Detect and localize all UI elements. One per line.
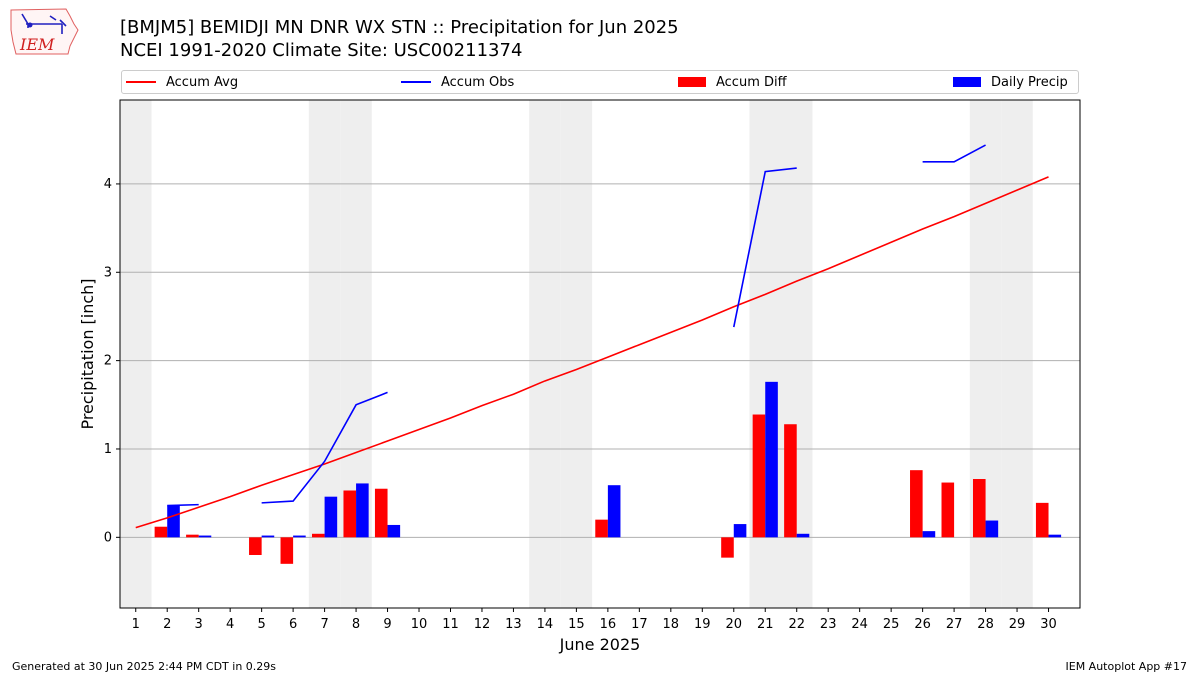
diff-bar-30: [1035, 502, 1049, 538]
x-tick-label-26: 26: [914, 617, 931, 632]
x-tick-label-3: 3: [195, 617, 203, 632]
diff-bar-21: [752, 414, 766, 538]
x-tick-label-18: 18: [663, 617, 680, 632]
weather-station-icon: [21, 13, 67, 34]
x-tick-label-7: 7: [320, 617, 328, 632]
legend-item-accum-avg: Accum Avg: [126, 71, 238, 93]
accum-obs-line-segment-2: [261, 391, 388, 504]
station-dot-icon: [27, 22, 33, 28]
legend-label-accum-avg: Accum Avg: [166, 74, 239, 90]
x-tick-label-20: 20: [725, 617, 742, 632]
diff-bar-20: [721, 537, 734, 558]
plot-frame: [119, 99, 1081, 609]
daily-bar-21: [765, 381, 778, 538]
daily-bar-9: [387, 524, 401, 538]
legend-item-accum-obs: Accum Obs: [401, 71, 514, 93]
legend-swatch-accum-obs: [401, 81, 431, 83]
y-tick-label-2: 2: [104, 354, 112, 369]
diff-bar-7: [312, 533, 325, 538]
diff-bar-28: [972, 479, 986, 538]
chart-legend: Accum Avg Accum Obs Accum Diff Daily Pre…: [121, 70, 1079, 94]
accum-avg-line-segment-1: [135, 176, 1049, 529]
daily-bar-7: [324, 496, 338, 538]
x-tick-label-19: 19: [694, 617, 711, 632]
x-tick-label-28: 28: [977, 617, 994, 632]
x-tick-label-14: 14: [537, 617, 554, 632]
legend-swatch-accum-diff: [678, 77, 706, 87]
daily-bar-6: [293, 535, 306, 538]
daily-bar-26: [922, 531, 936, 538]
x-tick-label-23: 23: [820, 617, 837, 632]
daily-bar-20: [733, 524, 747, 538]
weekend-band-1: [120, 100, 152, 608]
x-tick-label-29: 29: [1009, 617, 1026, 632]
x-tick-label-12: 12: [474, 617, 491, 632]
iem-logo: IEM: [10, 8, 79, 55]
legend-swatch-daily-precip: [953, 77, 981, 87]
x-tick-label-2: 2: [163, 617, 171, 632]
legend-swatch-accum-avg: [126, 81, 156, 83]
x-tick-label-4: 4: [226, 617, 234, 632]
legend-label-daily-precip: Daily Precip: [991, 74, 1068, 90]
diff-bar-9: [374, 488, 388, 538]
x-tick-label-13: 13: [505, 617, 522, 632]
daily-bar-16: [607, 485, 621, 538]
x-tick-label-16: 16: [600, 617, 617, 632]
legend-label-accum-obs: Accum Obs: [441, 74, 515, 90]
x-tick-label-27: 27: [946, 617, 963, 632]
daily-bar-30: [1048, 534, 1062, 538]
x-axis-label: June 2025: [559, 635, 641, 654]
diff-bar-3: [186, 534, 199, 538]
x-tick-label-17: 17: [631, 617, 648, 632]
legend-item-daily-precip: Daily Precip: [953, 71, 1068, 93]
y-tick-label-0: 0: [104, 530, 112, 545]
chart-subtitle: NCEI 1991-2020 Climate Site: USC00211374: [120, 40, 523, 61]
x-tick-label-1: 1: [132, 617, 140, 632]
daily-bar-2: [167, 505, 180, 538]
generated-timestamp: Generated at 30 Jun 2025 2:44 PM CDT in …: [12, 660, 277, 673]
y-tick-label-1: 1: [104, 442, 112, 457]
diff-bar-26: [910, 470, 923, 538]
x-tick-label-9: 9: [383, 617, 391, 632]
x-tick-label-6: 6: [289, 617, 297, 632]
x-tick-label-22: 22: [788, 617, 805, 632]
y-axis-label: Precipitation [inch]: [78, 278, 97, 429]
x-tick-label-15: 15: [568, 617, 585, 632]
legend-label-accum-diff: Accum Diff: [716, 74, 787, 90]
weekend-band-15: [560, 100, 593, 608]
daily-bar-3: [198, 535, 212, 538]
chart-title: [BMJM5] BEMIDJI MN DNR WX STN :: Precipi…: [120, 17, 679, 38]
daily-bar-8: [356, 483, 369, 538]
logo-text: IEM: [19, 35, 55, 54]
accum-obs-line-segment-3: [732, 167, 797, 328]
weekend-band-29: [1001, 100, 1033, 608]
x-tick-label-10: 10: [411, 617, 428, 632]
daily-bar-28: [985, 520, 999, 538]
app-credit: IEM Autoplot App #17: [1065, 660, 1188, 673]
diff-bar-2: [154, 526, 168, 538]
x-tick-label-25: 25: [883, 617, 900, 632]
accum-obs-line-segment-1: [167, 503, 199, 507]
diff-bar-6: [280, 537, 294, 564]
x-tick-label-11: 11: [442, 617, 459, 632]
diff-bar-8: [343, 490, 357, 538]
x-tick-label-30: 30: [1040, 617, 1057, 632]
x-tick-label-8: 8: [352, 617, 360, 632]
diff-bar-16: [595, 519, 608, 538]
daily-bar-5: [261, 535, 275, 538]
accum-obs-line-segment-4: [922, 144, 986, 163]
diff-bar-5: [249, 537, 262, 555]
legend-item-accum-diff: Accum Diff: [678, 71, 787, 93]
daily-bar-22: [796, 533, 810, 538]
weekend-band-14: [529, 100, 561, 608]
x-tick-label-21: 21: [757, 617, 774, 632]
diff-bar-22: [784, 424, 797, 538]
diff-bar-27: [941, 482, 955, 538]
y-tick-label-3: 3: [104, 265, 112, 280]
y-tick-label-4: 4: [104, 177, 112, 192]
x-tick-label-24: 24: [851, 617, 868, 632]
x-tick-label-5: 5: [257, 617, 265, 632]
